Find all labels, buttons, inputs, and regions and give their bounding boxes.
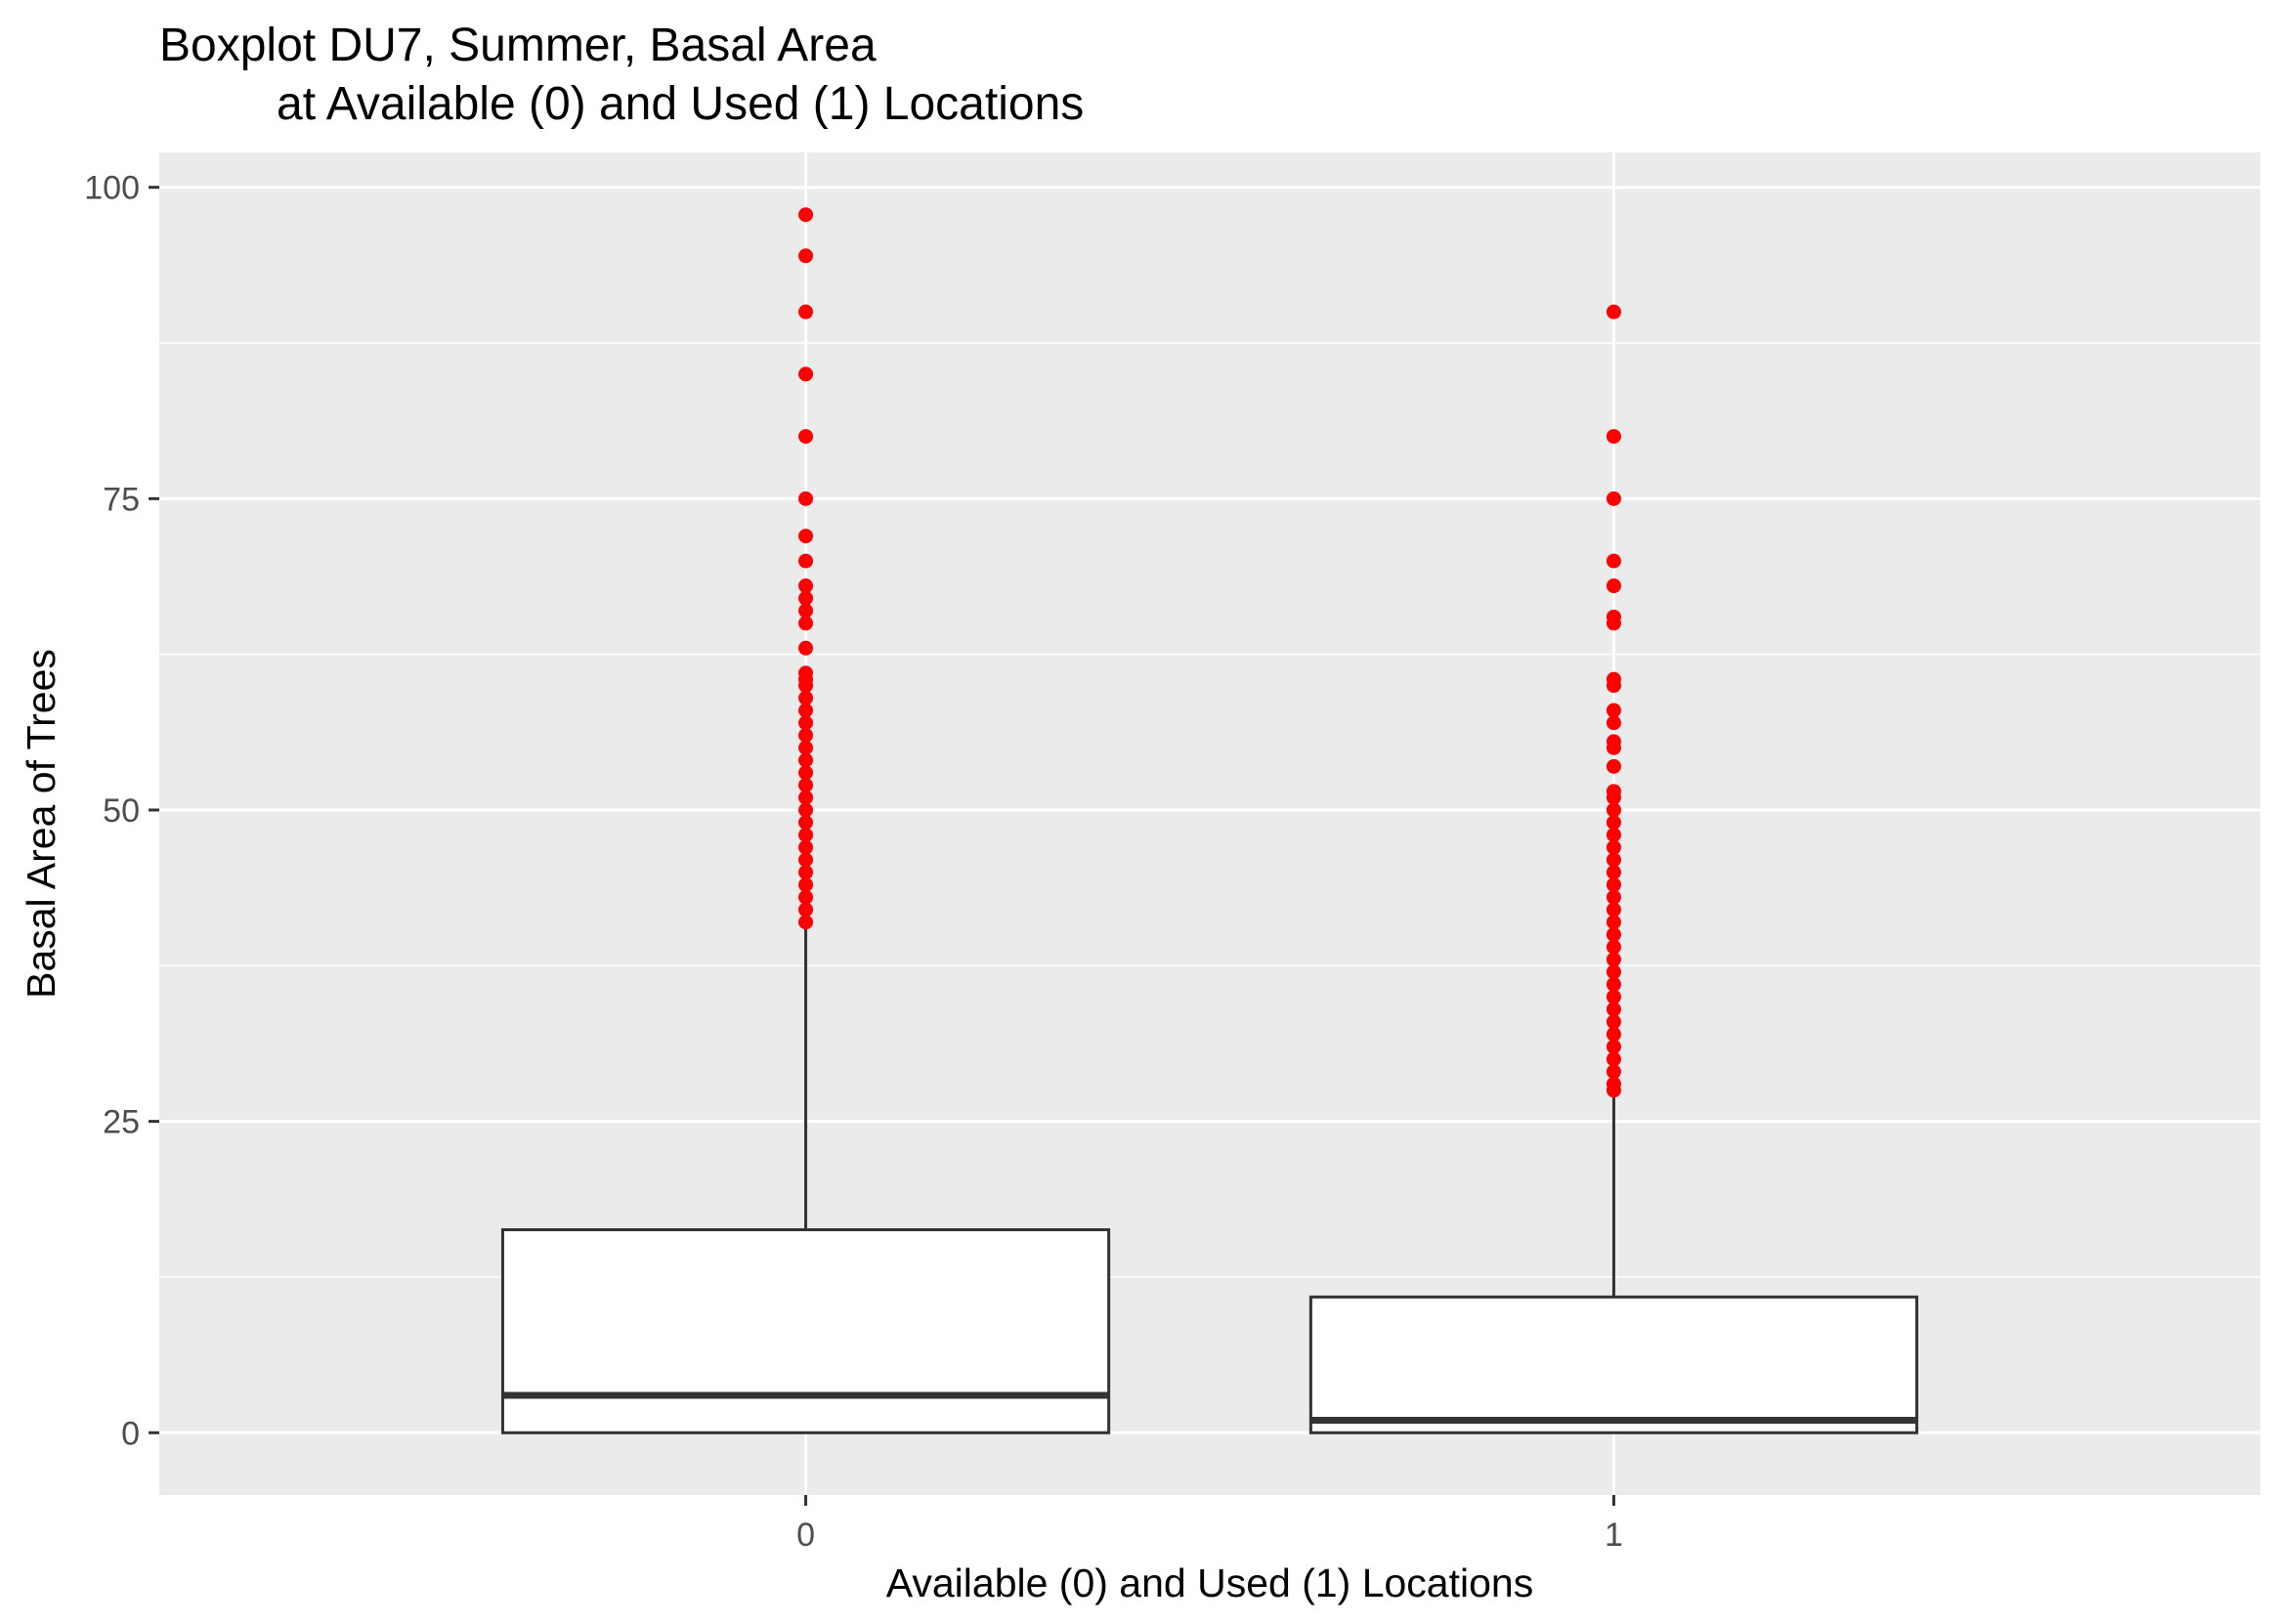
outlier-point-1-1 (1606, 429, 1621, 445)
outlier-point-1-9 (1606, 703, 1621, 718)
outlier-point-0-17 (798, 703, 814, 718)
outlier-point-1-31 (1606, 989, 1621, 1004)
outlier-point-0-28 (798, 839, 814, 855)
outlier-point-0-11 (798, 616, 814, 631)
box-0 (500, 1228, 1111, 1434)
outlier-point-0-27 (798, 827, 814, 842)
outlier-point-0-20 (798, 740, 814, 755)
outlier-point-0-26 (798, 815, 814, 831)
outlier-point-0-12 (798, 640, 814, 656)
outlier-point-0-21 (798, 752, 814, 768)
outlier-point-1-15 (1606, 790, 1621, 805)
outlier-point-1-2 (1606, 491, 1621, 506)
box-group-1 (1308, 304, 1919, 1434)
outlier-point-1-17 (1606, 815, 1621, 831)
y-tick-label-0: 0 (121, 1415, 140, 1452)
outlier-point-0-19 (798, 728, 814, 744)
outlier-point-1-4 (1606, 578, 1621, 594)
outlier-point-1-25 (1606, 915, 1621, 930)
chart-title: Boxplot DU7, Summer, Basal Area (159, 20, 877, 71)
outlier-point-0-2 (798, 304, 814, 320)
outlier-point-1-3 (1606, 553, 1621, 569)
box-1 (1308, 1295, 1919, 1434)
y-tick-label-1: 25 (103, 1104, 140, 1141)
outlier-point-1-8 (1606, 678, 1621, 694)
chart-subtitle: at Available (0) and Used (1) Locations (277, 78, 1084, 130)
outlier-point-0-31 (798, 876, 814, 892)
outlier-point-0-1 (798, 248, 814, 264)
y-axis-title: Basal Area of Trees (19, 649, 64, 999)
y-tick-label-2: 50 (103, 792, 140, 830)
y-axis: 0 25 50 75 100 (84, 170, 159, 1452)
outlier-point-1-22 (1606, 876, 1621, 892)
outlier-point-1-12 (1606, 740, 1621, 755)
outlier-point-0-5 (798, 491, 814, 506)
outlier-point-0-7 (798, 553, 814, 569)
outlier-point-1-10 (1606, 715, 1621, 731)
outlier-point-0-18 (798, 715, 814, 731)
outlier-point-1-29 (1606, 964, 1621, 980)
outlier-point-1-21 (1606, 865, 1621, 880)
outlier-point-1-33 (1606, 1014, 1621, 1030)
outlier-point-1-23 (1606, 889, 1621, 905)
outlier-point-0-0 (798, 207, 814, 223)
boxes-layer (500, 207, 1919, 1434)
outlier-point-1-32 (1606, 1002, 1621, 1017)
outlier-point-0-25 (798, 802, 814, 818)
x-axis-title: Available (0) and Used (1) Locations (886, 1560, 1533, 1605)
outlier-point-1-26 (1606, 926, 1621, 942)
grid-minor (159, 342, 2260, 1278)
outlier-point-0-32 (798, 889, 814, 905)
outlier-point-0-33 (798, 902, 814, 918)
outlier-point-1-19 (1606, 839, 1621, 855)
outlier-point-1-6 (1606, 616, 1621, 631)
outlier-point-0-22 (798, 765, 814, 781)
outlier-point-1-30 (1606, 976, 1621, 992)
outlier-point-0-3 (798, 366, 814, 382)
outlier-point-0-16 (798, 690, 814, 705)
outlier-point-0-29 (798, 852, 814, 868)
outlier-point-1-34 (1606, 1026, 1621, 1042)
outlier-point-1-24 (1606, 902, 1621, 918)
plot-panel (159, 152, 2260, 1495)
outlier-point-0-30 (798, 865, 814, 880)
outlier-point-0-6 (798, 529, 814, 544)
outlier-point-1-28 (1606, 952, 1621, 967)
y-tick-label-4: 100 (84, 170, 140, 207)
outlier-point-1-0 (1606, 304, 1621, 320)
x-tick-label-1: 1 (1605, 1517, 1623, 1554)
outlier-point-1-20 (1606, 852, 1621, 868)
y-tick-label-3: 75 (103, 481, 140, 518)
x-tick-label-0: 0 (796, 1517, 815, 1554)
outlier-point-0-4 (798, 429, 814, 445)
outlier-point-1-18 (1606, 827, 1621, 842)
outlier-point-0-15 (798, 678, 814, 694)
outlier-point-1-37 (1606, 1064, 1621, 1080)
outlier-point-1-36 (1606, 1051, 1621, 1067)
outlier-point-0-34 (798, 915, 814, 930)
outlier-point-0-9 (798, 590, 814, 606)
outlier-point-1-39 (1606, 1083, 1621, 1098)
outlier-point-0-10 (798, 603, 814, 619)
box-group-0 (500, 207, 1111, 1434)
outlier-point-0-8 (798, 578, 814, 594)
outlier-point-1-16 (1606, 802, 1621, 818)
outlier-point-1-35 (1606, 1039, 1621, 1054)
outlier-point-0-23 (798, 777, 814, 792)
outlier-point-1-13 (1606, 758, 1621, 774)
outlier-point-1-27 (1606, 939, 1621, 955)
outlier-point-0-24 (798, 790, 814, 805)
